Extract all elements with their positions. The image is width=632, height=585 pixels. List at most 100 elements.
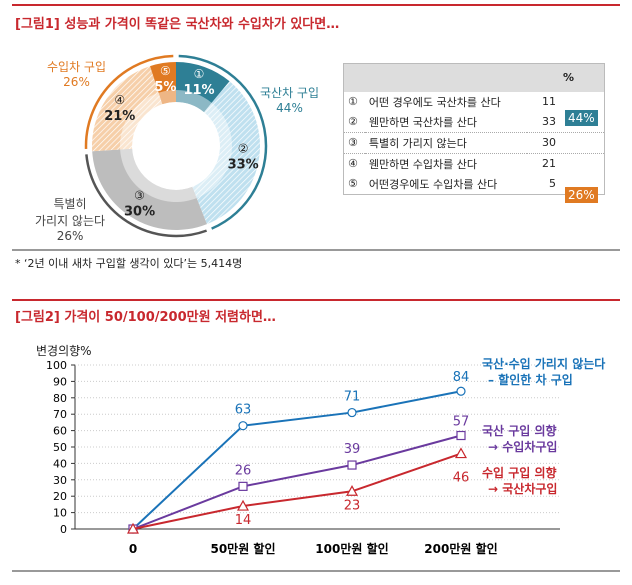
donut-slice-5 (150, 62, 176, 105)
slice-label: 21% (104, 109, 135, 124)
fig2-top-rule (12, 299, 620, 301)
data-point (456, 430, 466, 441)
domestic-group-label: 국산차 구입 44% (260, 86, 320, 115)
data-label: 26 (235, 463, 252, 478)
fig1-top-rule (12, 4, 620, 6)
imported-group-label: 수입차 구입 26% (47, 60, 107, 89)
line-chart: 0 10 20 30 40 50 60 70 80 90 100 0 50만원 할인 100만원 할인 20… (46, 356, 605, 556)
x-tick-label: 100만원 할인 (315, 541, 388, 556)
slice-label: 11% (183, 83, 214, 98)
data-point (347, 460, 357, 470)
row-number: ⑤ (348, 177, 358, 190)
series-name: 수입 구입 의향 (482, 465, 557, 480)
slice-label: 5% (154, 80, 176, 95)
series-name: 국산 구입 의향 (482, 423, 557, 438)
data-point (236, 499, 250, 511)
donut-inner-ring (192, 102, 232, 199)
data-point (345, 485, 359, 496)
domestic-arc (178, 54, 268, 230)
neutral-arc (85, 154, 208, 238)
row-number: ④ (343, 152, 365, 174)
data-point (347, 407, 357, 418)
slice-number: ④ (114, 93, 125, 107)
y-tick-label: 40 (53, 457, 67, 470)
y-axis-label: 변경의향% (36, 344, 92, 358)
neutral-group-label: 특별히 가리지 않는다 26% (35, 197, 106, 243)
donut-slice-3 (92, 148, 207, 230)
table-row: ④ 웬만하면 수입차를 산다 21 (343, 152, 605, 174)
table-row: ③ 특별히 가리지 않는다 30 (343, 131, 605, 153)
table-row: ① 어떤 경우에도 국산차를 산다 11 (344, 92, 605, 112)
data-point (238, 481, 248, 491)
y-tick-label: 100 (46, 359, 67, 372)
y-tick-label: 0 (60, 523, 67, 536)
donut-inner-ring (158, 90, 176, 105)
data-label: 14 (235, 513, 252, 528)
row-label: 웬만하면 수입차를 산다 (364, 152, 528, 174)
series-name: – 할인한 차 구입 (488, 372, 573, 387)
donut-chart: ① 11% ② 33% ③ 30% ④ 21% ⑤ 5% (84, 54, 268, 238)
data-label: 39 (344, 442, 361, 457)
data-point (454, 447, 468, 459)
series-line-2 (132, 434, 462, 530)
badge-imported: 26% (565, 187, 598, 203)
y-tick-label: 80 (53, 392, 67, 405)
donut-slice-4 (92, 66, 163, 152)
row-number: ③ (343, 131, 365, 153)
row-value: 30 (527, 131, 605, 153)
donut-slice-1 (176, 62, 230, 113)
slice-label: 33% (228, 158, 259, 173)
y-tick-label: 30 (53, 474, 67, 487)
fig1-divider (12, 249, 620, 251)
table-row: ⑤ 어떤경우에도 수입차를 산다 5 (344, 174, 605, 195)
row-label: 특별히 가리지 않는다 (364, 131, 528, 153)
table-row: ② 웬만하면 국산차를 산다 33 (344, 112, 605, 133)
fig2-bottom-rule (12, 570, 620, 572)
x-tick-label: 200만원 할인 (424, 541, 497, 556)
series-name: → 국산차구입 (488, 481, 557, 496)
row-value: 11 (542, 95, 556, 108)
response-table: % ① 어떤 경우에도 국산차를 산다 11 ② 웬만하면 국산차를 산다 33 ③ 특별히 … (343, 63, 605, 195)
x-tick-label: 50만원 할인 (210, 541, 275, 556)
row-value: 21 (527, 152, 605, 174)
series-name: → 수입차구입 (488, 439, 557, 454)
y-tick-label: 50 (53, 441, 67, 454)
row-number: ② (348, 115, 358, 128)
y-tick-label: 20 (53, 490, 67, 503)
series-line-3 (132, 452, 462, 530)
table-header: % (562, 71, 574, 85)
data-label: 57 (453, 415, 470, 430)
series-line-1 (132, 390, 462, 530)
row-value: 5 (549, 177, 556, 190)
y-tick-label: 60 (53, 425, 67, 438)
data-label: 71 (344, 390, 361, 405)
data-label: 46 (453, 471, 470, 486)
row-number: ① (348, 95, 358, 108)
y-tick-label: 10 (53, 507, 67, 520)
badge-domestic: 44% (565, 110, 598, 126)
donut-inner-ring (120, 148, 197, 203)
slice-number: ⑤ (160, 64, 171, 78)
y-tick-label: 90 (53, 375, 67, 388)
data-point (238, 421, 248, 431)
x-tick-label: 0 (129, 542, 137, 556)
imported-arc (84, 54, 174, 149)
row-label: 어떤 경우에도 국산차를 산다 (368, 95, 501, 109)
donut-slice-2 (192, 81, 261, 225)
slice-number: ③ (134, 188, 145, 202)
series-name: 국산·수입 가리지 않는다 (482, 356, 605, 371)
fig2-title: [그림2] 가격이 50/100/200만원 저렴하면… (15, 310, 276, 325)
row-label: 어떤경우에도 수입차를 산다 (368, 177, 498, 191)
fig1-title: [그림1] 성능과 가격이 똑같은 국산차와 수입차가 있다면… (15, 17, 340, 32)
slice-number: ① (194, 67, 205, 81)
row-label: 웬만하면 국산차를 산다 (368, 115, 478, 129)
data-point (456, 386, 466, 396)
data-label: 63 (235, 403, 252, 418)
slice-label: 30% (124, 204, 155, 219)
fig1-note: * ‘2년 이내 새차 구입할 생각이 있다’는 5,414명 (15, 257, 243, 270)
data-point (126, 522, 140, 534)
row-value: 33 (542, 115, 556, 128)
y-tick-label: 70 (53, 408, 67, 421)
donut-inner-ring (176, 90, 212, 113)
slice-number: ② (238, 142, 249, 156)
